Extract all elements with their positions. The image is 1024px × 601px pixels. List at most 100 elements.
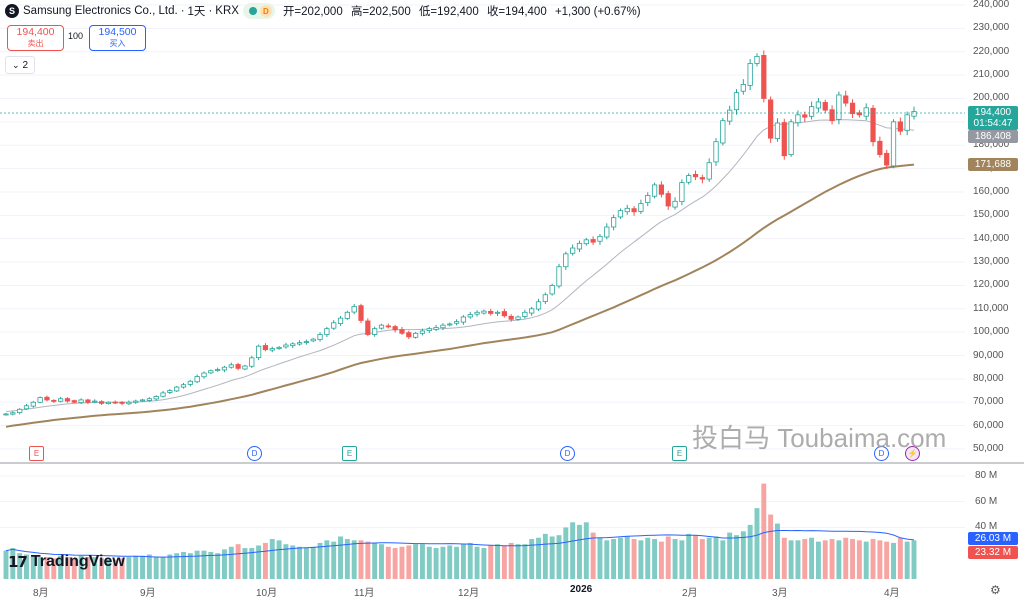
candle — [3, 413, 9, 416]
volume-bar — [324, 540, 330, 579]
volume-bar — [181, 551, 186, 579]
dividend-event-icon[interactable]: D — [247, 446, 262, 461]
candle — [494, 310, 501, 316]
volume-bar — [290, 545, 296, 579]
separator-dot: · — [208, 5, 213, 17]
volume-bar — [406, 545, 412, 579]
volume-bar — [775, 523, 780, 579]
candle-body — [570, 247, 576, 254]
volume-bar — [740, 531, 746, 579]
volume-bar — [99, 558, 105, 579]
candle-body — [467, 314, 473, 318]
earnings-event-icon[interactable]: E — [29, 446, 44, 461]
volume-bar — [276, 540, 282, 579]
volume-bar — [570, 522, 576, 579]
earnings-event-icon[interactable]: E — [342, 446, 357, 461]
time-axis-label: 2026 — [570, 584, 593, 595]
candle-body — [638, 203, 644, 212]
candle-body — [808, 106, 815, 117]
volume-bar — [174, 553, 180, 579]
volume-bar — [904, 541, 910, 579]
sell-button[interactable]: 194,400 卖出 — [7, 25, 64, 51]
candle — [221, 365, 228, 373]
candle-body — [365, 320, 371, 335]
candle — [836, 91, 842, 125]
candle — [98, 400, 105, 406]
price-axis-label: 70,000 — [973, 396, 1004, 408]
candle-body — [788, 121, 794, 155]
dividend-event-icon[interactable]: D — [560, 446, 575, 461]
volume-bar — [542, 533, 548, 579]
candle — [529, 306, 535, 316]
candle-body — [781, 122, 787, 157]
volume-bar — [809, 537, 815, 579]
price-axis-label: 120,000 — [973, 279, 1010, 291]
volume-bar — [652, 539, 658, 579]
indicators-toggle-button[interactable]: ⌄ 2 — [5, 56, 35, 74]
volume-bar — [262, 542, 268, 579]
volume-bar — [474, 546, 480, 579]
volume-bar — [303, 548, 309, 579]
volume-bar — [51, 558, 57, 579]
candle — [863, 103, 869, 121]
candle — [208, 369, 214, 375]
volume-bar — [419, 544, 425, 579]
volume-bars — [3, 483, 917, 579]
dividend-event-icon[interactable]: D — [874, 446, 889, 461]
candle-body — [645, 195, 651, 203]
volume-bar — [187, 553, 193, 579]
volume-bar — [201, 550, 207, 579]
interval-label[interactable]: 1天 — [187, 6, 206, 18]
high-value: 高=202,500 — [350, 6, 411, 18]
candle-body — [610, 217, 617, 228]
sell-label: 卖出 — [27, 39, 44, 48]
candle — [467, 311, 473, 319]
volume-bar — [153, 557, 159, 579]
candle-body — [187, 380, 193, 385]
volume-bar — [283, 544, 289, 579]
candle-body — [535, 301, 542, 310]
volume-tag: 23.32 M — [968, 546, 1018, 559]
candle-body — [255, 345, 262, 359]
volume-bar — [802, 539, 808, 579]
candle — [843, 90, 849, 107]
candle — [296, 340, 303, 346]
candle — [392, 324, 398, 333]
volume-bar — [611, 539, 617, 579]
candle-body — [351, 306, 357, 313]
tradingview-logo[interactable]: 𝟭𝟳 TradingView — [8, 553, 125, 571]
candle-body — [358, 305, 364, 321]
candle-body — [713, 141, 719, 163]
time-axis-label: 10月 — [256, 588, 278, 599]
candle — [870, 104, 876, 147]
chevron-down-icon: ⌄ — [11, 59, 20, 70]
candle-body — [228, 364, 234, 368]
earnings-event-icon[interactable]: E — [672, 446, 687, 461]
candle — [10, 411, 16, 416]
candle-body — [488, 310, 494, 314]
volume-bar — [58, 555, 64, 579]
symbol-logo-icon: S — [5, 4, 19, 18]
price-axis-label: 150,000 — [973, 209, 1010, 221]
candle — [126, 400, 132, 405]
candle — [781, 118, 787, 160]
settings-gear-icon[interactable]: ⚙ — [990, 583, 1001, 597]
candle-body — [392, 326, 398, 331]
buy-button[interactable]: 194,500 买入 — [89, 25, 146, 51]
candle — [822, 99, 828, 113]
candle-body — [23, 405, 30, 410]
candle — [686, 173, 692, 185]
volume-bar — [583, 522, 589, 579]
news-event-icon[interactable]: ⚡ — [905, 446, 920, 461]
candle — [249, 355, 255, 368]
volume-bar — [536, 537, 541, 579]
candle — [378, 323, 385, 330]
symbol-title[interactable]: Samsung Electronics Co., Ltd. — [23, 5, 178, 17]
volume-bar — [413, 544, 419, 579]
candle-body — [433, 327, 439, 330]
volume-bar — [781, 537, 787, 579]
volume-bar — [140, 555, 145, 579]
volume-bar — [467, 542, 473, 579]
market-status-badge[interactable]: D — [242, 3, 275, 19]
